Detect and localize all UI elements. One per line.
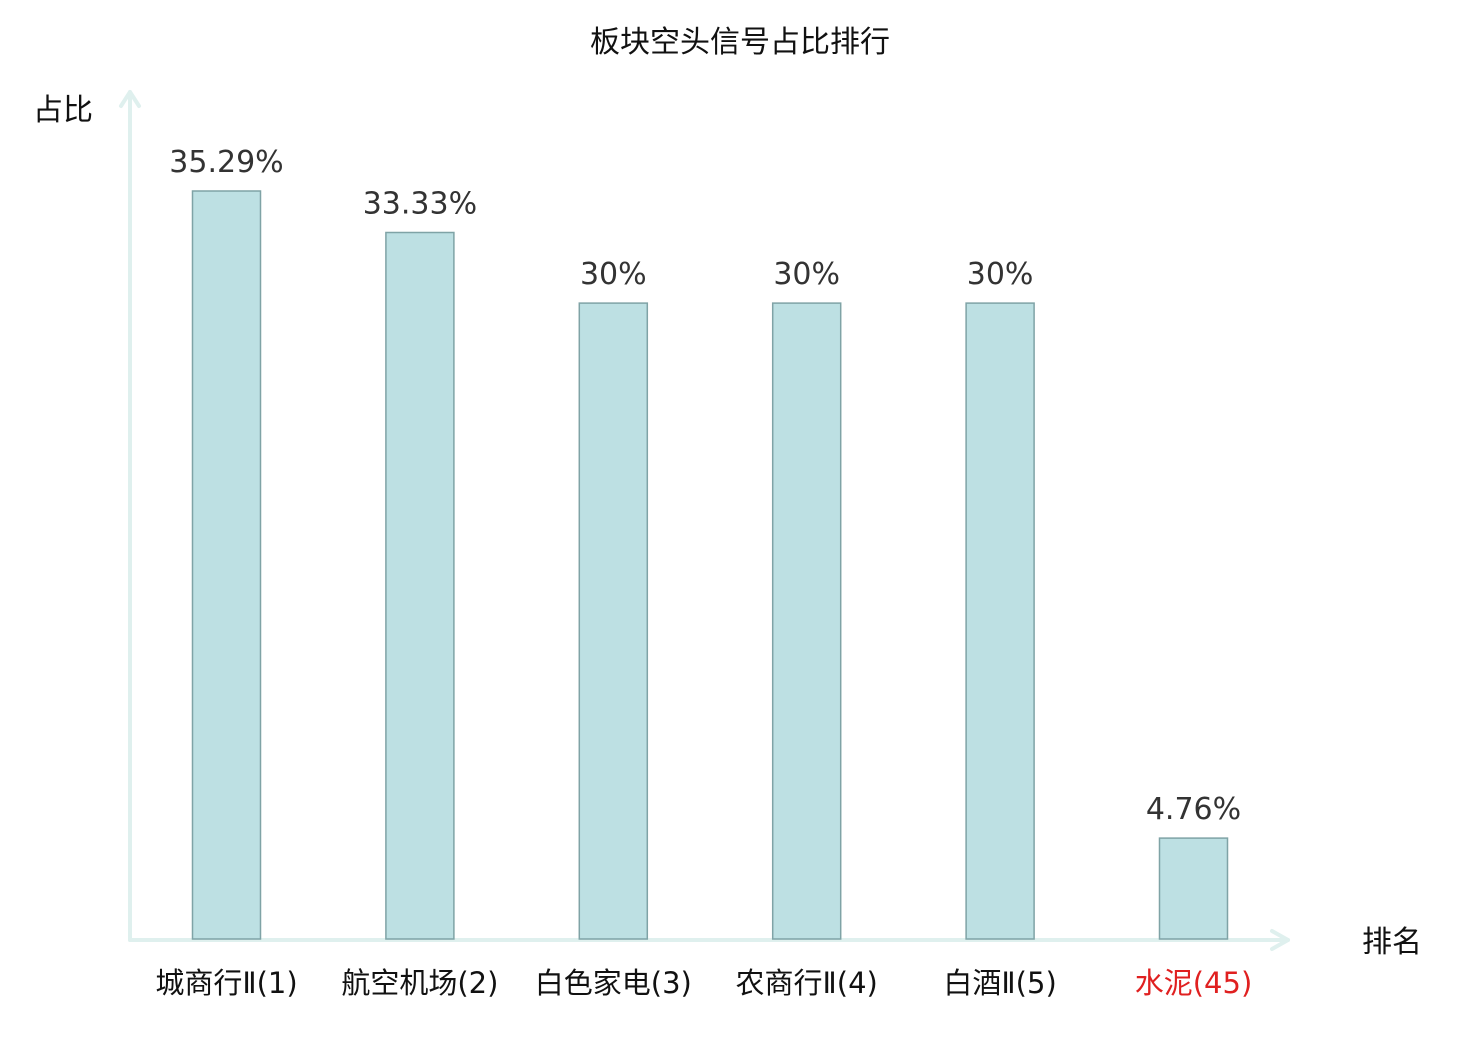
bar	[191, 190, 262, 940]
bar	[578, 302, 649, 940]
x-tick-label: 农商行Ⅱ(4)	[736, 966, 878, 1000]
x-tick-label: 城商行Ⅱ(1)	[155, 966, 297, 1000]
data-label: 30%	[580, 257, 647, 292]
bar	[385, 231, 455, 940]
bar	[771, 302, 842, 940]
x-tick-label: 水泥(45)	[1135, 966, 1253, 1000]
data-label: 35.29%	[169, 145, 283, 180]
chart-title: 板块空头信号占比排行	[590, 25, 890, 60]
x-tick-label: 白酒Ⅱ(5)	[943, 966, 1056, 1000]
x-axis-arrow	[1270, 929, 1290, 951]
bar	[1158, 837, 1229, 940]
y-axis-label: 占比	[33, 93, 93, 128]
data-label: 33.33%	[363, 187, 477, 222]
data-label: 30%	[773, 257, 840, 292]
x-tick-label: 航空机场(2)	[341, 966, 498, 1000]
data-label: 30%	[967, 257, 1034, 292]
data-label: 4.76%	[1146, 792, 1241, 827]
bar	[965, 302, 1035, 940]
x-axis-label: 排名	[1362, 925, 1422, 960]
y-axis-arrow	[119, 90, 141, 108]
x-tick-label: 白色家电(3)	[535, 966, 692, 1000]
bars-group: 35.29% 城商行Ⅱ(1) 33.33% 航空机场(2) 30% 白色家电(3) 30% 农…	[155, 145, 1252, 1000]
